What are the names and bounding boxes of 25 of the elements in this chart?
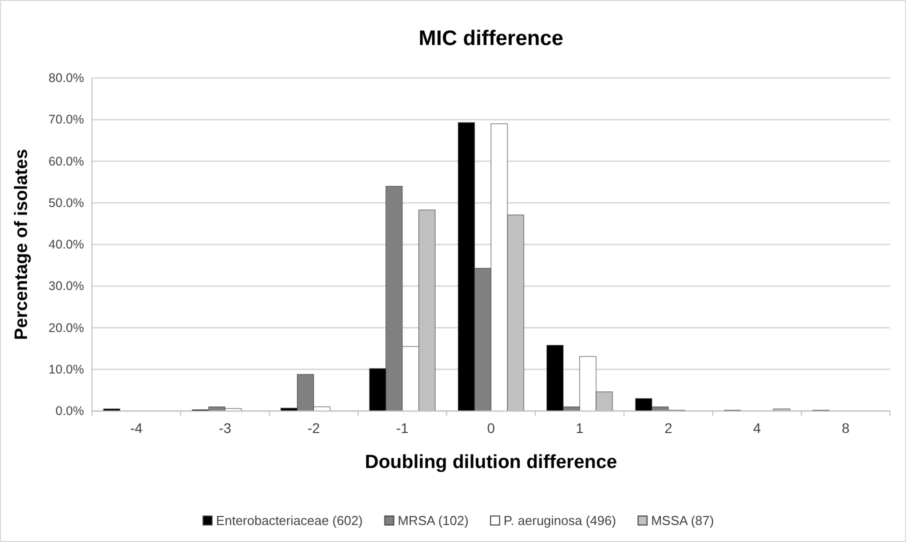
- legend-label: Enterobacteriaceae (602): [216, 513, 363, 528]
- x-tick-label: -4: [130, 420, 143, 436]
- legend-label: MSSA (87): [651, 513, 714, 528]
- x-tick-label: -3: [218, 420, 232, 436]
- y-tick-label: 20.0%: [48, 320, 84, 335]
- y-axis-title: Percentage of isolates: [11, 148, 31, 340]
- y-tick-label: 70.0%: [48, 112, 84, 127]
- legend-label: P. aeruginosa (496): [504, 513, 616, 528]
- y-tick-label: 0.0%: [56, 404, 84, 418]
- x-axis-title: Doubling dilution difference: [364, 452, 618, 473]
- y-tick-label: 10.0%: [48, 362, 84, 376]
- chart-title: MIC difference: [418, 27, 564, 50]
- x-tick-label: 0: [487, 420, 496, 436]
- x-tick-label: 1: [576, 420, 584, 436]
- x-tick-label: 8: [842, 420, 850, 436]
- y-tick-label: 60.0%: [48, 154, 84, 168]
- y-tick-label: 30.0%: [48, 279, 84, 294]
- y-tick-label: 40.0%: [48, 238, 84, 252]
- y-tick-label: 50.0%: [48, 196, 84, 210]
- x-tick-label: -2: [307, 420, 320, 436]
- y-tick-label: 80.0%: [48, 71, 84, 85]
- x-tick-label: 4: [753, 420, 762, 436]
- legend-label: MRSA (102): [398, 513, 469, 528]
- x-tick-label: -1: [396, 420, 409, 436]
- x-tick-label: 2: [664, 420, 672, 436]
